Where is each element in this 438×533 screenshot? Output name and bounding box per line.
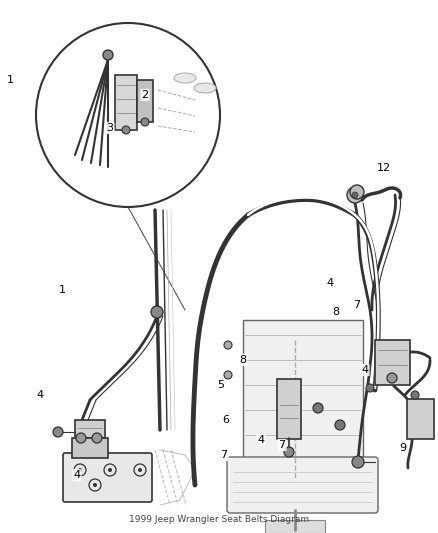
- Circle shape: [350, 185, 364, 199]
- Circle shape: [352, 456, 364, 468]
- Text: 4: 4: [361, 365, 368, 375]
- Text: 7: 7: [220, 450, 228, 460]
- Text: 4: 4: [74, 470, 81, 480]
- Circle shape: [284, 447, 294, 457]
- Bar: [243, 320, 363, 465]
- Circle shape: [93, 483, 97, 487]
- Text: 9: 9: [399, 443, 406, 453]
- Bar: [75, 420, 105, 438]
- Bar: [265, 520, 325, 533]
- Text: 5: 5: [218, 380, 225, 390]
- FancyBboxPatch shape: [407, 399, 434, 439]
- Circle shape: [141, 118, 149, 126]
- FancyBboxPatch shape: [63, 453, 152, 502]
- Bar: [137, 80, 153, 122]
- Bar: [72, 438, 108, 458]
- Text: 6: 6: [223, 415, 230, 425]
- Text: 7: 7: [279, 440, 286, 450]
- Text: 4: 4: [36, 390, 43, 400]
- Circle shape: [92, 433, 102, 443]
- Ellipse shape: [194, 83, 216, 93]
- Circle shape: [366, 384, 374, 392]
- Text: 8: 8: [332, 307, 339, 317]
- Circle shape: [122, 126, 130, 134]
- Text: 4: 4: [326, 278, 334, 288]
- Circle shape: [224, 371, 232, 379]
- Circle shape: [224, 341, 232, 349]
- Text: 1: 1: [7, 75, 14, 85]
- Circle shape: [76, 433, 86, 443]
- Text: 7: 7: [353, 300, 360, 310]
- Text: 8: 8: [240, 355, 247, 365]
- FancyBboxPatch shape: [227, 457, 378, 513]
- Circle shape: [78, 468, 82, 472]
- Text: 1: 1: [59, 285, 66, 295]
- Circle shape: [335, 420, 345, 430]
- Bar: [375, 340, 410, 385]
- Circle shape: [53, 427, 63, 437]
- FancyBboxPatch shape: [277, 379, 301, 439]
- Circle shape: [138, 468, 142, 472]
- Circle shape: [108, 468, 112, 472]
- Circle shape: [352, 192, 358, 198]
- Text: 3: 3: [106, 123, 113, 133]
- Circle shape: [387, 373, 397, 383]
- Text: 1999 Jeep Wrangler Seat Belts Diagram: 1999 Jeep Wrangler Seat Belts Diagram: [129, 515, 309, 524]
- Circle shape: [313, 403, 323, 413]
- Circle shape: [347, 187, 363, 203]
- Ellipse shape: [174, 73, 196, 83]
- Circle shape: [103, 50, 113, 60]
- Text: 2: 2: [141, 90, 148, 100]
- Circle shape: [411, 391, 419, 399]
- Bar: [115, 75, 137, 130]
- Circle shape: [151, 306, 163, 318]
- Text: 12: 12: [377, 163, 391, 173]
- Circle shape: [36, 23, 220, 207]
- Text: 4: 4: [258, 435, 265, 445]
